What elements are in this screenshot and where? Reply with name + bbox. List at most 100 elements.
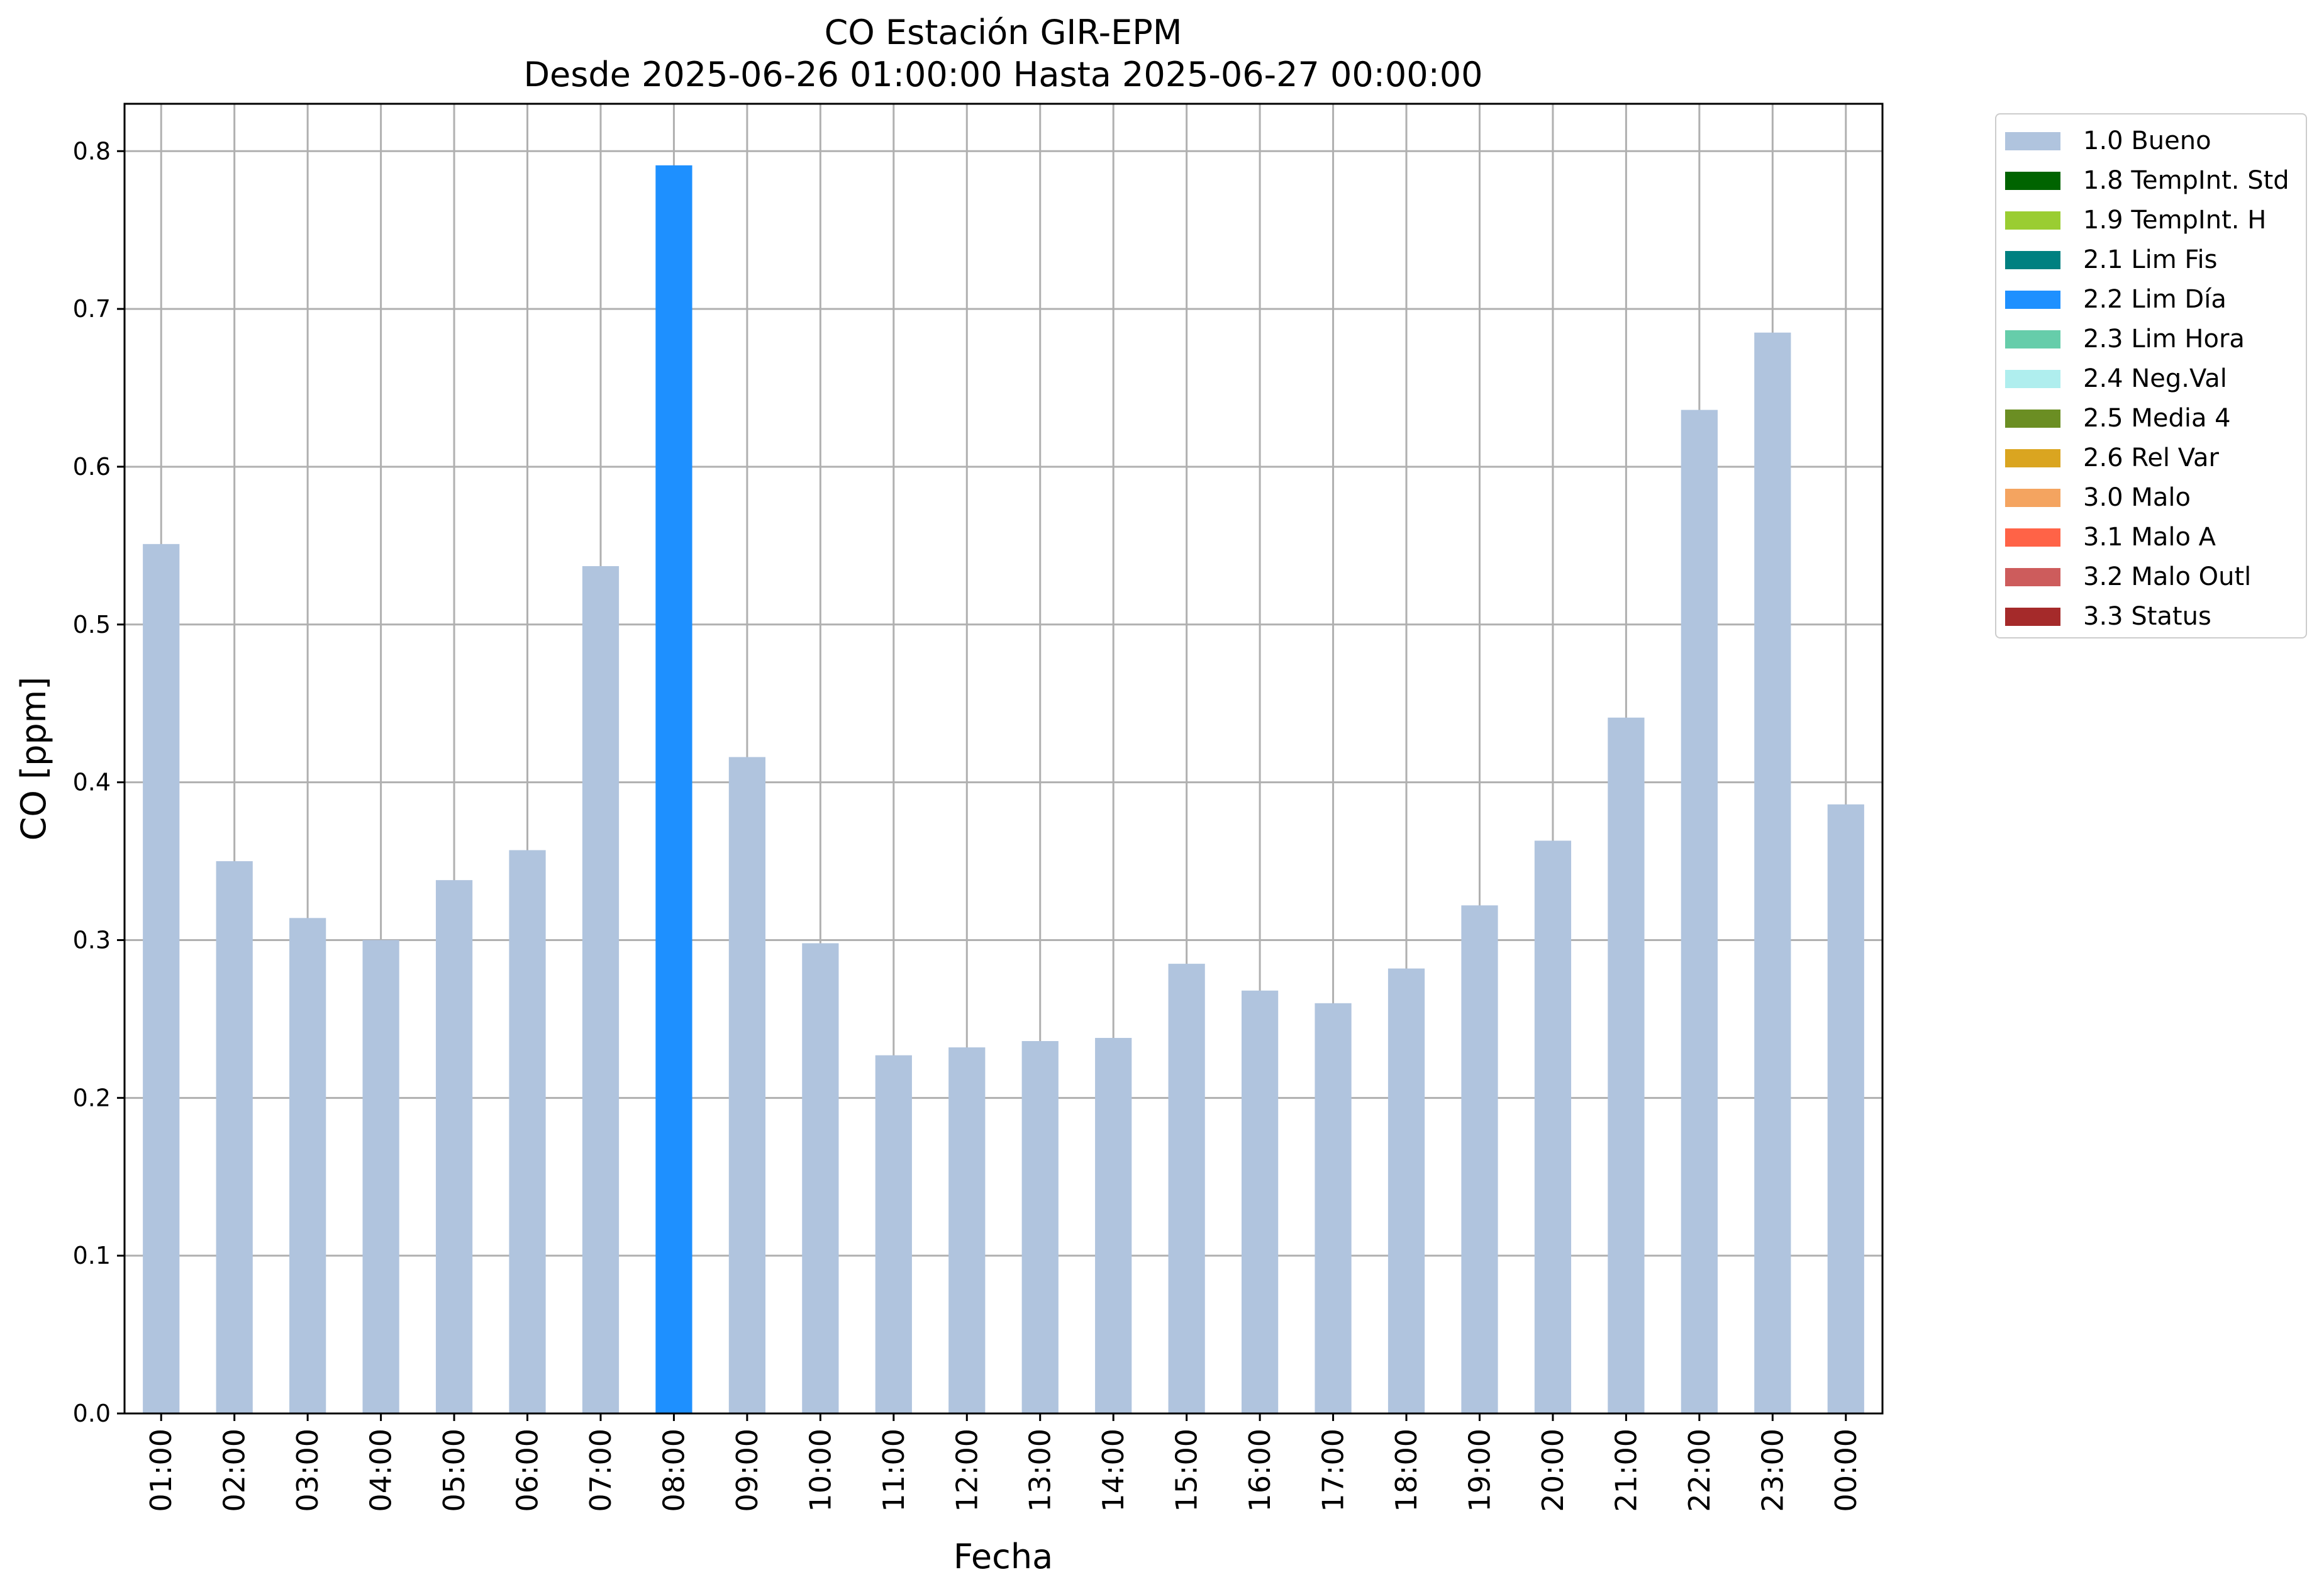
legend-swatch [2005, 528, 2060, 547]
y-tick-label: 0.2 [73, 1084, 111, 1112]
legend-label: 2.4 Neg.Val [2083, 364, 2227, 393]
bar-0900 [728, 757, 766, 1413]
x-tick-label: 08:00 [657, 1429, 691, 1512]
bar-0500 [435, 880, 473, 1413]
legend-label: 3.2 Malo Outl [2083, 562, 2252, 591]
legend-swatch [2005, 171, 2060, 190]
bar-1400 [1095, 1037, 1132, 1413]
legend-label: 1.0 Bueno [2083, 126, 2211, 155]
legend-swatch [2005, 409, 2060, 428]
legend-item: 1.8 TempInt. Std [2005, 162, 2289, 199]
x-tick-label: 06:00 [511, 1429, 545, 1512]
bar-0000 [1827, 804, 1864, 1413]
bar-2300 [1754, 332, 1791, 1413]
x-tick-label: 12:00 [950, 1429, 984, 1512]
y-tick-label: 0.1 [73, 1242, 111, 1269]
legend-swatch [2005, 211, 2060, 230]
legend-swatch [2005, 369, 2060, 388]
x-tick-label: 05:00 [437, 1429, 471, 1512]
legend-item: 2.5 Media 4 [2005, 399, 2231, 437]
legend-item: 3.0 Malo [2005, 479, 2191, 516]
y-tick-label: 0.3 [73, 926, 111, 954]
x-axis-label: Fecha [954, 1537, 1053, 1576]
x-tick-label: 01:00 [144, 1429, 178, 1512]
x-tick-label: 10:00 [803, 1429, 837, 1512]
legend-label: 2.5 Media 4 [2083, 404, 2231, 433]
chart-subtitle: Desde 2025-06-26 01:00:00 Hasta 2025-06-… [523, 55, 1482, 94]
x-tick-label: 23:00 [1755, 1429, 1789, 1512]
legend-item: 1.9 TempInt. H [2005, 201, 2266, 239]
bar-1200 [948, 1047, 986, 1413]
bar-2200 [1681, 410, 1718, 1413]
x-axis-ticks: 01:00 02:00 03:00 04:00 05:00 06:00 07:00 08:00… [144, 1413, 1863, 1512]
y-tick-label: 0.5 [73, 611, 111, 638]
legend-swatch [2005, 330, 2060, 348]
legend: 1.0 Bueno 1.8 TempInt. Std 1.9 TempInt. H 2… [1995, 113, 2307, 638]
x-tick-label: 07:00 [584, 1429, 618, 1512]
bar-0300 [289, 918, 326, 1413]
legend-swatch [2005, 131, 2060, 150]
x-tick-label: 22:00 [1682, 1429, 1716, 1512]
x-tick-label: 21:00 [1609, 1429, 1643, 1512]
bar-1500 [1168, 964, 1205, 1413]
bar-0600 [509, 850, 546, 1413]
x-tick-label: 18:00 [1389, 1429, 1423, 1512]
legend-label: 2.6 Rel Var [2083, 443, 2219, 472]
y-tick-label: 0.7 [73, 295, 111, 323]
bar-1000 [802, 943, 839, 1413]
x-tick-label: 04:00 [364, 1429, 398, 1512]
bar-1800 [1387, 968, 1425, 1413]
legend-swatch [2005, 488, 2060, 507]
legend-item: 2.1 Lim Fis [2005, 241, 2217, 279]
legend-label: 2.3 Lim Hora [2083, 325, 2245, 354]
bar-2100 [1608, 717, 1645, 1413]
x-tick-label: 00:00 [1829, 1429, 1863, 1512]
bar-0100 [143, 543, 180, 1413]
bar-0400 [362, 940, 399, 1413]
legend-label: 2.1 Lim Fis [2083, 245, 2218, 274]
x-tick-label: 20:00 [1536, 1429, 1570, 1512]
legend-label: 3.0 Malo [2083, 483, 2191, 512]
legend-swatch [2005, 449, 2060, 467]
x-tick-label: 09:00 [730, 1429, 764, 1512]
legend-item: 2.3 Lim Hora [2005, 320, 2245, 358]
plot-frame [123, 103, 1884, 1415]
legend-item: 2.4 Neg.Val [2005, 360, 2227, 398]
y-tick-label: 0.0 [73, 1400, 111, 1427]
legend-item: 2.6 Rel Var [2005, 439, 2219, 477]
legend-item: 3.3 Status [2005, 598, 2211, 635]
legend-label: 1.9 TempInt. H [2083, 206, 2267, 235]
bar-0200 [216, 861, 253, 1413]
legend-swatch [2005, 250, 2060, 269]
x-tick-label: 16:00 [1243, 1429, 1277, 1512]
y-tick-label: 0.6 [73, 453, 111, 481]
y-axis-ticks: 0.0 0.1 0.2 0.3 0.4 0.5 0.6 0.7 0.8 [73, 137, 125, 1427]
bar-2000 [1534, 840, 1572, 1413]
bar-0700 [582, 566, 620, 1413]
x-tick-label: 14:00 [1096, 1429, 1130, 1512]
x-tick-label: 19:00 [1462, 1429, 1496, 1512]
legend-swatch [2005, 567, 2060, 586]
legend-label: 1.8 TempInt. Std [2083, 166, 2289, 195]
legend-item: 1.0 Bueno [2005, 122, 2211, 160]
legend-item: 3.2 Malo Outl [2005, 558, 2251, 596]
legend-swatch [2005, 607, 2060, 626]
bar-1100 [875, 1055, 912, 1413]
legend-label: 2.2 Lim Día [2083, 285, 2227, 314]
bar-1300 [1021, 1041, 1059, 1413]
legend-swatch [2005, 290, 2060, 309]
bar-1600 [1241, 990, 1279, 1413]
legend-item: 2.2 Lim Día [2005, 281, 2227, 318]
x-tick-label: 03:00 [291, 1429, 325, 1512]
y-tick-label: 0.8 [73, 137, 111, 165]
bar-1700 [1315, 1003, 1352, 1413]
x-tick-label: 02:00 [218, 1429, 252, 1512]
chart-title: CO Estación GIR-EPM [825, 13, 1182, 52]
y-axis-label: CO [ppm] [14, 677, 53, 841]
bar-1900 [1461, 905, 1498, 1413]
legend-label: 3.1 Malo A [2083, 523, 2216, 552]
x-tick-label: 17:00 [1316, 1429, 1350, 1512]
x-tick-label: 15:00 [1170, 1429, 1204, 1512]
bars [143, 165, 1864, 1414]
x-tick-label: 11:00 [877, 1429, 911, 1512]
